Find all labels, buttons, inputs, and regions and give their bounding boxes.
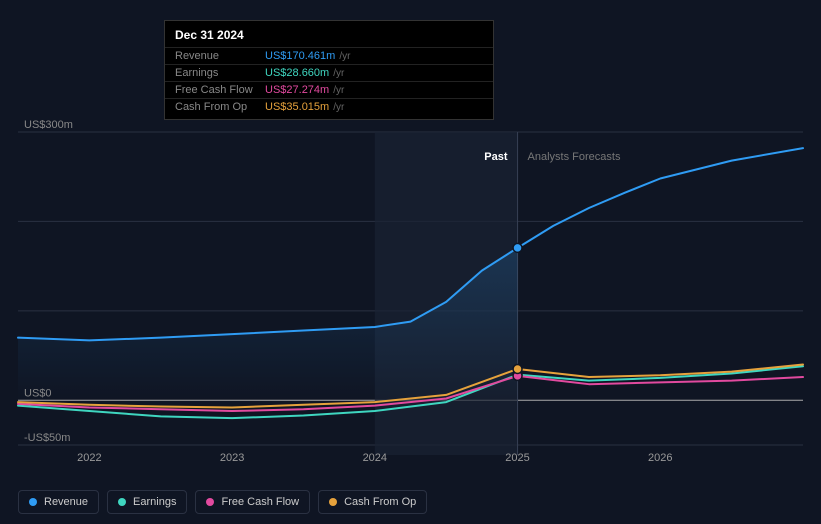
marker-cfo — [513, 364, 522, 373]
legend-dot-icon — [206, 498, 214, 506]
x-axis-label: 2025 — [505, 452, 529, 464]
tooltip-metric-unit: /yr — [333, 102, 344, 113]
x-axis-label: 2023 — [220, 452, 244, 464]
legend-dot-icon — [29, 498, 37, 506]
x-axis-label: 2022 — [77, 452, 101, 464]
tooltip-metric-value: US$27.274m — [265, 84, 329, 96]
tooltip-row: Free Cash FlowUS$27.274m/yr — [165, 81, 493, 98]
tooltip-metric-unit: /yr — [333, 68, 344, 79]
tooltip-metric-unit: /yr — [339, 51, 350, 62]
tooltip-metric-label: Revenue — [175, 50, 265, 62]
tooltip-row: EarningsUS$28.660m/yr — [165, 64, 493, 81]
legend-item[interactable]: Cash From Op — [318, 490, 427, 514]
past-label: Past — [484, 151, 508, 163]
tooltip-metric-value: US$28.660m — [265, 67, 329, 79]
tooltip-metric-value: US$35.015m — [265, 101, 329, 113]
x-axis-label: 2024 — [363, 452, 387, 464]
legend-item[interactable]: Free Cash Flow — [195, 490, 310, 514]
legend-label: Earnings — [133, 496, 176, 508]
legend-label: Cash From Op — [344, 496, 416, 508]
legend-item[interactable]: Revenue — [18, 490, 99, 514]
forecast-label: Analysts Forecasts — [528, 151, 621, 163]
x-axis-label: 2026 — [648, 452, 672, 464]
y-axis-label: -US$50m — [24, 432, 70, 444]
legend-label: Revenue — [44, 496, 88, 508]
legend-label: Free Cash Flow — [221, 496, 299, 508]
legend-item[interactable]: Earnings — [107, 490, 187, 514]
tooltip-metric-label: Cash From Op — [175, 101, 265, 113]
tooltip-row: RevenueUS$170.461m/yr — [165, 47, 493, 64]
tooltip-date: Dec 31 2024 — [165, 25, 493, 47]
tooltip-row: Cash From OpUS$35.015m/yr — [165, 98, 493, 115]
tooltip-metric-unit: /yr — [333, 85, 344, 96]
tooltip-metric-label: Earnings — [175, 67, 265, 79]
chart-tooltip: Dec 31 2024 RevenueUS$170.461m/yrEarning… — [164, 20, 494, 120]
y-axis-label: US$300m — [24, 119, 73, 131]
legend-dot-icon — [118, 498, 126, 506]
legend-dot-icon — [329, 498, 337, 506]
tooltip-metric-value: US$170.461m — [265, 50, 335, 62]
tooltip-metric-label: Free Cash Flow — [175, 84, 265, 96]
chart-legend: Revenue Earnings Free Cash Flow Cash From O… — [18, 490, 427, 514]
y-axis-label: US$0 — [24, 387, 52, 399]
marker-revenue — [513, 243, 522, 252]
